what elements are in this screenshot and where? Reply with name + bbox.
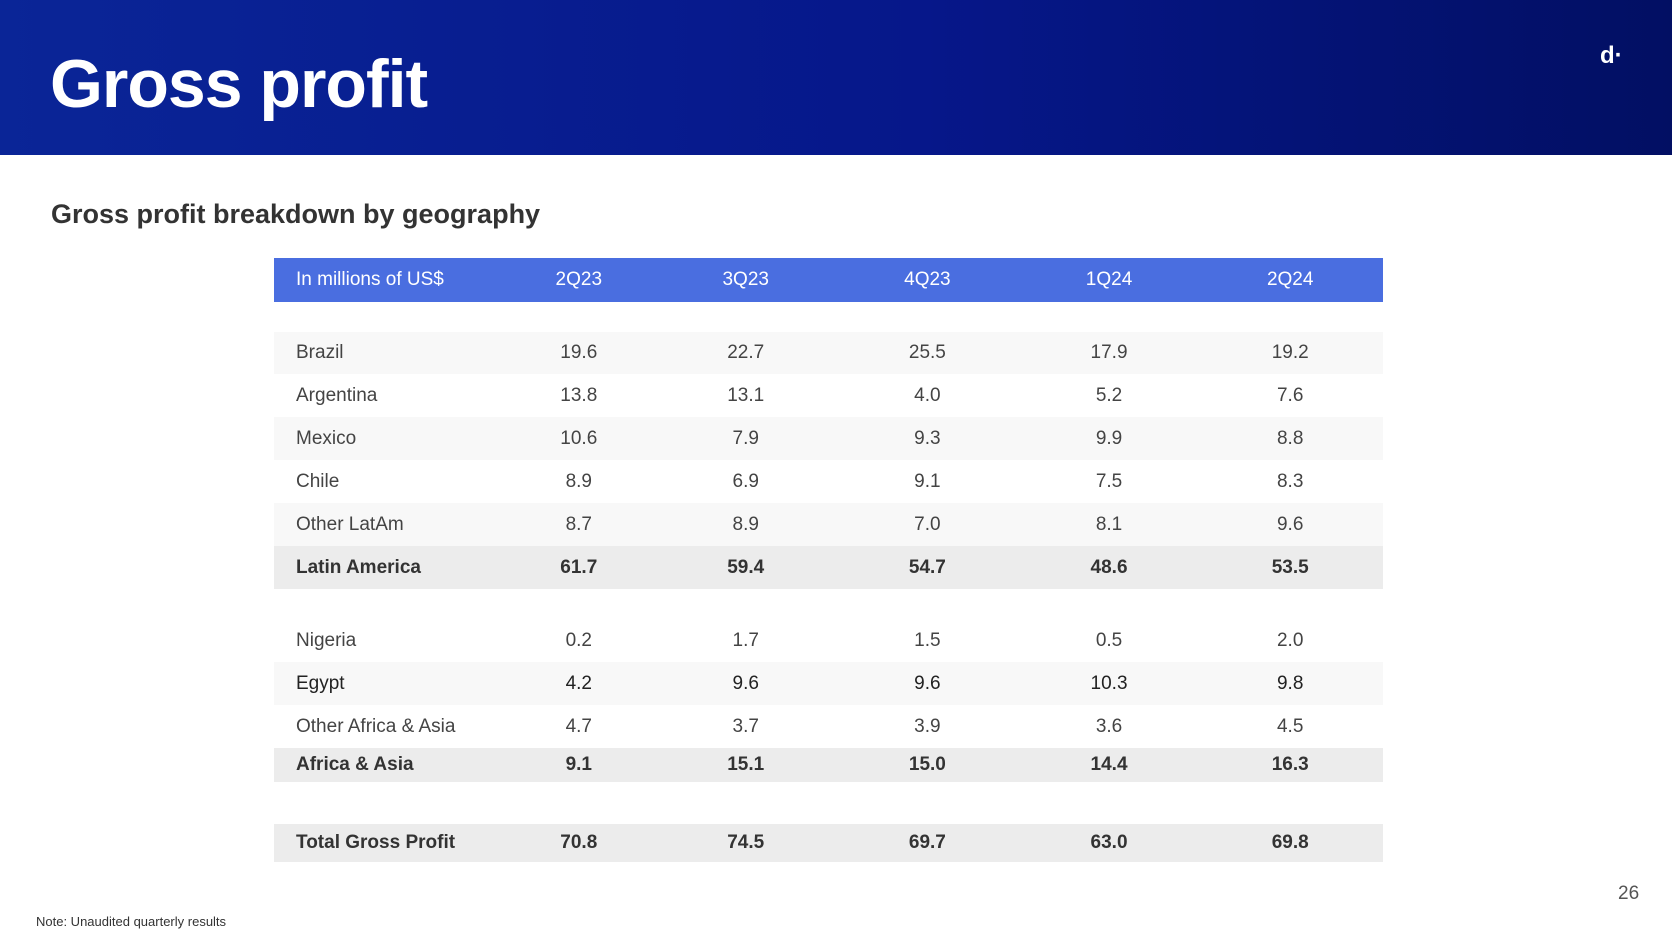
row-label: Mexico: [296, 427, 357, 449]
row-label: Nigeria: [296, 629, 357, 651]
table-cell: 74.5: [727, 832, 765, 853]
table-cell: 9.6: [1276, 513, 1304, 535]
subtotal-row: Africa & Asia 9.1 15.1 15.0 14.4 16.3: [274, 748, 1383, 782]
table-cell: 8.9: [732, 513, 759, 535]
subtotal-row: Latin America 61.7 59.4 54.7 48.6 53.5: [274, 546, 1383, 589]
table-cell: 8.3: [1276, 470, 1304, 492]
row-label: Latin America: [296, 556, 421, 578]
page-title: Gross profit: [50, 46, 428, 122]
table-cell: 9.6: [914, 672, 941, 694]
table-cell: 8.9: [565, 470, 592, 492]
table-cell: 9.6: [732, 672, 759, 694]
column-header: 3Q23: [722, 269, 769, 290]
table-cell: 0.5: [1095, 629, 1123, 651]
table-cell: 4.5: [1276, 715, 1304, 737]
table-cell: 53.5: [1271, 556, 1309, 578]
page-number: 26: [1618, 883, 1640, 904]
table-cell: 13.1: [727, 384, 765, 406]
table-row: Brazil 19.6 22.7 25.5 17.9 19.2: [274, 332, 1383, 374]
table-row: Egypt 4.2 9.6 9.6 10.3 9.8: [274, 662, 1383, 705]
table-cell: 9.3: [914, 427, 941, 449]
table-row: Argentina 13.8 13.1 4.0 5.2 7.6: [274, 374, 1383, 417]
row-label: Egypt: [296, 672, 345, 694]
table-cell: 8.7: [565, 513, 592, 535]
column-header: 1Q24: [1085, 269, 1133, 290]
table-cell: 14.4: [1090, 754, 1128, 775]
table-cell: 63.0: [1090, 832, 1128, 853]
table-cell: 7.5: [1095, 470, 1123, 492]
table-cell: 69.7: [908, 832, 946, 853]
table-cell: 48.6: [1090, 556, 1128, 578]
table-cell: 19.6: [560, 342, 598, 363]
table-cell: 9.1: [565, 754, 592, 775]
footnote: Note: Unaudited quarterly results: [36, 914, 227, 929]
table-cell: 8.8: [1276, 427, 1304, 449]
table-cell: 9.1: [914, 470, 941, 492]
table-cell: 15.1: [727, 754, 765, 775]
table-cell: 19.2: [1271, 342, 1309, 363]
table-cell: 7.0: [914, 513, 941, 535]
table-cell: 10.3: [1090, 672, 1128, 694]
table-cell: 1.7: [732, 629, 759, 651]
table-cell: 7.9: [732, 427, 759, 449]
column-header: 2Q23: [555, 269, 603, 290]
table-cell: 3.9: [914, 715, 941, 737]
table-header-row: In millions of US$ 2Q23 3Q23 4Q23 1Q24 2…: [274, 258, 1383, 302]
table-cell: 3.6: [1095, 715, 1123, 737]
row-label: Argentina: [296, 384, 378, 406]
table-cell: 70.8: [560, 832, 598, 853]
table-cell: 25.5: [908, 342, 946, 363]
header-banner: Gross profit d·: [0, 0, 1672, 155]
gross-profit-table: In millions of US$ 2Q23 3Q23 4Q23 1Q24 2…: [274, 258, 1383, 862]
table-cell: 2.0: [1276, 629, 1304, 651]
table-cell: 0.2: [565, 629, 592, 651]
table-row: Other Africa & Asia 4.7 3.7 3.9 3.6 4.5: [274, 705, 1383, 748]
table-row: Nigeria 0.2 1.7 1.5 0.5 2.0: [274, 619, 1383, 662]
table-cell: 9.9: [1095, 427, 1123, 449]
table-cell: 59.4: [727, 556, 765, 578]
row-label: Brazil: [296, 342, 344, 363]
row-label: Other LatAm: [296, 513, 404, 535]
table-row: Chile 8.9 6.9 9.1 7.5 8.3: [274, 460, 1383, 503]
table-cell: 8.1: [1095, 513, 1123, 535]
table-cell: 4.0: [914, 384, 941, 406]
table-cell: 13.8: [560, 384, 598, 406]
table-cell: 69.8: [1271, 832, 1309, 853]
table-cell: 22.7: [727, 342, 765, 363]
table-cell: 5.2: [1095, 384, 1123, 406]
table-cell: 6.9: [732, 470, 759, 492]
section-subtitle: Gross profit breakdown by geography: [51, 199, 541, 229]
company-logo-icon: d·: [1600, 42, 1623, 69]
table-cell: 61.7: [560, 556, 598, 578]
table-cell: 9.8: [1276, 672, 1304, 694]
table-cell: 16.3: [1271, 754, 1309, 775]
column-header: In millions of US$: [296, 269, 444, 290]
table-cell: 3.7: [732, 715, 759, 737]
total-row: Total Gross Profit 70.8 74.5 69.7 63.0 6…: [274, 824, 1383, 862]
table-cell: 54.7: [908, 556, 946, 578]
row-label: Total Gross Profit: [296, 832, 456, 853]
table-cell: 1.5: [914, 629, 941, 651]
table-cell: 15.0: [908, 754, 946, 775]
svg-text:d·: d·: [1600, 42, 1623, 69]
table-row: Other LatAm 8.7 8.9 7.0 8.1 9.6: [274, 503, 1383, 546]
column-header: 4Q23: [904, 269, 951, 290]
table-cell: 4.7: [565, 715, 592, 737]
table-row: Mexico 10.6 7.9 9.3 9.9 8.8: [274, 417, 1383, 460]
table-cell: 10.6: [560, 427, 598, 449]
row-label: Chile: [296, 470, 340, 492]
row-label: Africa & Asia: [296, 754, 414, 775]
table-cell: 4.2: [565, 672, 592, 694]
table-cell: 17.9: [1090, 342, 1128, 363]
row-label: Other Africa & Asia: [296, 715, 456, 737]
column-header: 2Q24: [1266, 269, 1314, 290]
table-cell: 7.6: [1276, 384, 1304, 406]
